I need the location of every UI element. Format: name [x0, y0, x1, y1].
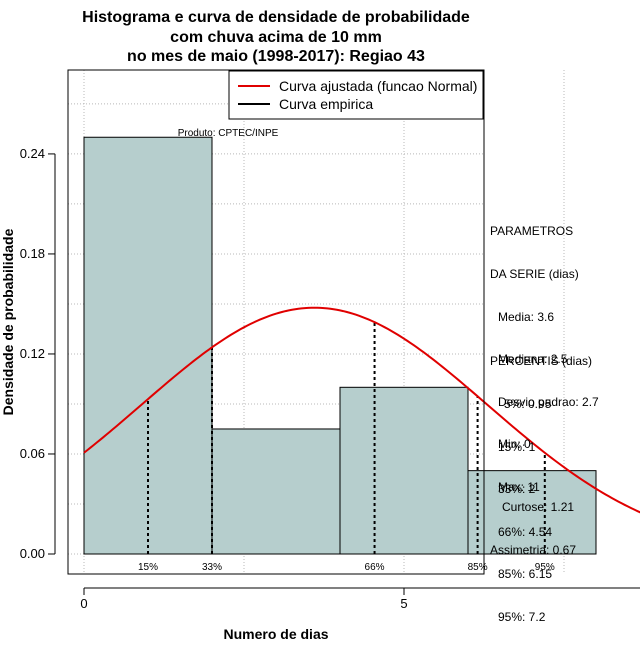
param-desvio: Desvio padrao: 2.7: [498, 394, 599, 409]
chart-title: Histograma e curva de densidade de proba…: [82, 9, 470, 65]
histogram-bar-2: [339, 386, 469, 555]
legend-label-normal: Curva ajustada (funcao Normal): [279, 78, 477, 94]
percentil-15: 15%: 1: [498, 439, 536, 454]
y-tick-label-0: 0.00: [20, 546, 45, 561]
legend: Curva ajustada (funcao Normal) Curva emp…: [228, 70, 484, 120]
param-min: Min: 0: [498, 437, 531, 452]
percentile-label-3: 85%: [468, 562, 488, 573]
axes: 05100.000.060.120.180.24: [20, 146, 640, 611]
percentis-header: PERCENTIS (dias): [490, 354, 593, 369]
histogram-bar-1: [211, 428, 341, 555]
params-header-line-1: PARAMETROS: [490, 224, 574, 239]
param-max: Max: 11: [498, 480, 540, 495]
y-tick-label-3: 0.18: [20, 246, 45, 261]
x-tick-label-0: 0: [80, 596, 87, 611]
y-tick-label-4: 0.24: [20, 146, 45, 161]
histogram-bar-0: [83, 136, 213, 555]
histogram-bar-3: [467, 470, 597, 555]
percentil-5: 5%: 0.95: [504, 397, 552, 412]
percentile-label-0: 15%: [138, 562, 158, 573]
title-line-2: com chuva acima de 10 mm: [170, 29, 382, 46]
y-axis-title: Densidade de probabilidade: [0, 228, 16, 415]
title-line-3: no mes de maio (1998-2017): Regiao 43: [127, 48, 425, 65]
y-tick-label-2: 0.12: [20, 346, 45, 361]
percentil-33: 33%: 2: [498, 482, 536, 497]
percentil-85: 85%: 6.15: [498, 567, 553, 582]
density-curve: [83, 306, 640, 514]
legend-box: [228, 70, 484, 120]
product-annotation: Produto: CPTEC/INPE: [178, 128, 279, 139]
param-media: Media: 3.6: [498, 309, 555, 324]
shape-stats-panel: Curtose: 1.21 Assimetria: 0.67: [490, 472, 576, 571]
percentile-label-2: 66%: [365, 562, 385, 573]
x-axis-title: Numero de dias: [223, 626, 328, 642]
assimetria: Assimetria: 0.67: [490, 543, 577, 558]
params-header-line-2: DA SERIE (dias): [490, 267, 579, 282]
percentis-panel: PERCENTIS (dias) 5%: 0.95 15%: 1 33%: 2 …: [490, 326, 592, 638]
params-panel: PARAMETROS DA SERIE (dias) Media: 3.6 Me…: [490, 196, 599, 508]
percentil-95: 95%: 7.2: [498, 610, 546, 625]
percentil-66: 66%: 4.54: [498, 524, 553, 539]
normal-density-curve: [83, 306, 640, 514]
percentile-label-4: 95%: [535, 562, 555, 573]
y-tick-label-1: 0.06: [20, 446, 45, 461]
percentile-lines: 15% 33% 66% 85% 95%: [138, 322, 555, 573]
x-tick-label-1: 5: [400, 596, 407, 611]
plot-frame: [67, 69, 485, 575]
curtose: Curtose: 1.21: [502, 500, 575, 515]
param-mediana: Mediana: 2.5: [498, 352, 568, 367]
percentile-label-1: 33%: [202, 562, 222, 573]
title-line-1: Histograma e curva de densidade de proba…: [82, 9, 470, 26]
legend-label-empirica: Curva empirica: [279, 96, 373, 112]
histogram-bars: [83, 136, 597, 555]
